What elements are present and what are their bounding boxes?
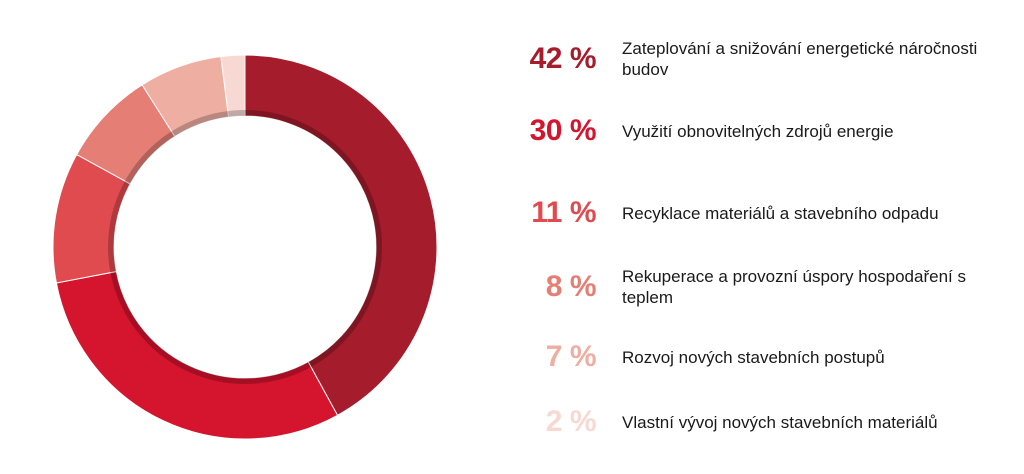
legend-value: 2 % <box>545 405 597 438</box>
donut-inner-shadow <box>108 110 382 384</box>
legend: 42 % Zateplování a snižování energetické… <box>500 0 1024 474</box>
legend-value: 7 % <box>545 340 597 373</box>
donut-chart <box>52 54 438 440</box>
legend-value: 11 % <box>531 196 596 229</box>
legend-value: 42 % <box>529 42 597 75</box>
legend-label: Recyklace materiálů a stavebního odpadu <box>622 203 939 223</box>
legend-item: 11 % Recyklace materiálů a stavebního od… <box>500 196 1024 230</box>
legend-item: 2 % Vlastní vývoj nových stavebních mate… <box>500 405 1024 439</box>
legend-label: Vlastní vývoj nových stavebních materiál… <box>622 412 938 432</box>
legend-item: 42 % Zateplování a snižování energetické… <box>500 38 1024 80</box>
legend-label: Využití obnovitelných zdrojů energie <box>622 121 894 141</box>
legend-value: 8 % <box>545 270 597 303</box>
legend-item: 30 % Využití obnovitelných zdrojů energi… <box>500 114 1024 148</box>
legend-label: Rekuperace a provozní úspory hospodaření… <box>622 267 966 307</box>
legend-value: 30 % <box>529 114 597 147</box>
legend-item: 7 % Rozvoj nových stavebních postupů <box>500 340 1024 374</box>
legend-label: Zateplování a snižování energetické náro… <box>622 39 978 79</box>
legend-item: 8 % Rekuperace a provozní úspory hospoda… <box>500 266 1024 308</box>
legend-label: Rozvoj nových stavebních postupů <box>622 347 885 367</box>
donut-hole <box>114 116 376 378</box>
